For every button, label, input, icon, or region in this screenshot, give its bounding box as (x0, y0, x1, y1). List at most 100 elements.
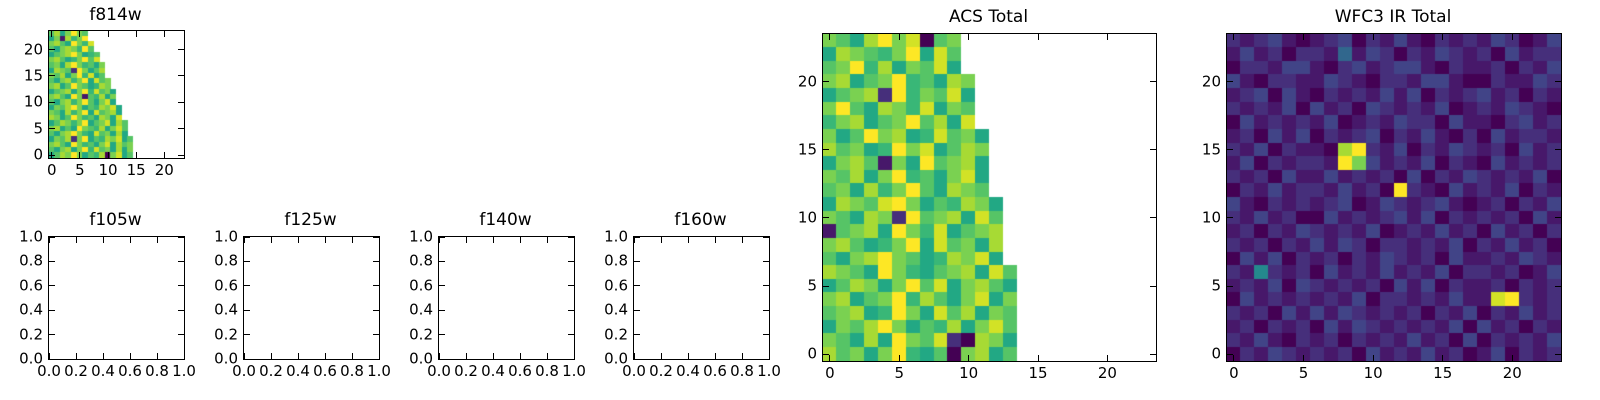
y-tick-mark (763, 236, 769, 238)
y-tick-mark (568, 358, 574, 360)
x-tick-mark (968, 34, 970, 40)
x-tick-mark (1372, 355, 1374, 361)
x-tick-label: 0 (1229, 364, 1239, 382)
x-tick-label: 20 (1097, 364, 1117, 382)
y-tick-mark (373, 285, 379, 287)
x-tick-mark (297, 353, 299, 359)
x-tick-mark (492, 237, 494, 243)
x-tick-mark (1303, 355, 1305, 361)
x-tick-mark (768, 237, 770, 243)
x-tick-mark (48, 353, 50, 359)
y-tick-label: 0.2 (604, 325, 628, 344)
x-tick-label: 0.8 (340, 362, 364, 380)
x-tick-mark (297, 237, 299, 243)
y-tick-label: 0.6 (214, 276, 238, 295)
y-tick-mark (244, 309, 250, 311)
axes-wfc3-ir-total: 0 5 10 15 20 0 5 10 15 20 (1202, 33, 1562, 381)
x-tick-label: 5 (894, 364, 905, 382)
x-tick-mark (1442, 355, 1444, 361)
y-tick-label: 0.6 (19, 276, 43, 295)
x-tick-mark (438, 353, 440, 359)
y-tick-mark (763, 358, 769, 360)
y-tick-mark (634, 236, 640, 238)
x-tick-mark (1106, 355, 1108, 361)
x-tick-mark (573, 353, 575, 359)
y-tick-mark (373, 260, 379, 262)
x-tick-label: 0.8 (535, 362, 559, 380)
x-tick-mark (633, 353, 635, 359)
x-tick-mark (183, 353, 185, 359)
x-tick-mark (135, 152, 137, 158)
heatmap-canvas (823, 34, 1156, 361)
y-tick-mark (244, 334, 250, 336)
x-tick-mark (687, 353, 689, 359)
x-tick-label: 10 (98, 161, 118, 179)
x-tick-mark (107, 152, 109, 158)
x-tick-label: 10 (1363, 364, 1383, 382)
x-tick-label: 0 (825, 364, 835, 382)
y-tick-mark (634, 358, 640, 360)
x-tick-mark (270, 353, 272, 359)
y-tick-mark (244, 358, 250, 360)
x-tick-label: 0.2 (259, 362, 283, 380)
x-tick-label: 10 (959, 364, 979, 382)
y-tick-mark (49, 49, 55, 51)
y-tick-mark (823, 353, 829, 355)
y-tick-label: 1.0 (409, 227, 433, 246)
x-tick-mark (75, 237, 77, 243)
y-tick-mark (49, 101, 55, 103)
y-tick-mark (373, 358, 379, 360)
y-tick-mark (178, 309, 184, 311)
x-tick-label: 0.4 (481, 362, 505, 380)
y-tick-label: 0.2 (409, 325, 433, 344)
x-tick-mark (156, 237, 158, 243)
y-tick-mark (1555, 353, 1561, 355)
plot-title-f140w: f140w (479, 210, 532, 230)
y-tick-mark (823, 217, 829, 219)
x-tick-mark (163, 31, 165, 37)
x-tick-mark (378, 237, 380, 243)
y-tick-mark (49, 128, 55, 130)
x-tick-label: 20 (154, 161, 174, 179)
x-tick-mark (156, 353, 158, 359)
x-tick-label: 1.0 (757, 362, 781, 380)
y-tick-label: 5 (807, 276, 817, 295)
y-tick-mark (568, 285, 574, 287)
y-tick-label: 0 (33, 145, 43, 164)
x-tick-mark (102, 353, 104, 359)
x-tick-label: 0.2 (64, 362, 88, 380)
y-tick-label: 0.8 (19, 251, 43, 270)
y-tick-mark (49, 285, 55, 287)
x-tick-mark (714, 237, 716, 243)
y-tick-label: 20 (23, 40, 43, 59)
y-tick-mark (1150, 149, 1156, 151)
x-tick-mark (324, 237, 326, 243)
axes-f105w: 0.0 0.2 0.4 0.6 0.8 1.0 0.0 0.2 0.4 0.6 0.8 1.0 (19, 229, 196, 379)
y-tick-label: 0.8 (214, 251, 238, 270)
y-tick-mark (763, 260, 769, 262)
x-tick-mark (1106, 34, 1108, 40)
y-tick-mark (49, 358, 55, 360)
x-tick-label: 15 (126, 161, 146, 179)
x-tick-label: 0.6 (703, 362, 727, 380)
x-tick-mark (48, 237, 50, 243)
x-tick-mark (135, 31, 137, 37)
x-tick-mark (714, 353, 716, 359)
y-tick-label: 0 (807, 344, 817, 363)
y-tick-mark (439, 285, 445, 287)
x-tick-mark (1511, 355, 1513, 361)
y-tick-label: 0.8 (604, 251, 628, 270)
plot-title-f160w: f160w (674, 210, 727, 230)
x-tick-mark (898, 34, 900, 40)
y-tick-mark (763, 334, 769, 336)
y-tick-mark (568, 260, 574, 262)
y-tick-label: 5 (1211, 276, 1221, 295)
y-tick-mark (244, 260, 250, 262)
x-tick-label: 5 (1298, 364, 1309, 382)
x-tick-mark (519, 237, 521, 243)
x-tick-mark (829, 355, 831, 361)
y-tick-label: 1.0 (19, 227, 43, 246)
axes-acs-total: 0 5 10 15 20 0 5 10 15 20 (798, 33, 1157, 381)
y-tick-mark (763, 285, 769, 287)
y-tick-label: 0.6 (604, 276, 628, 295)
